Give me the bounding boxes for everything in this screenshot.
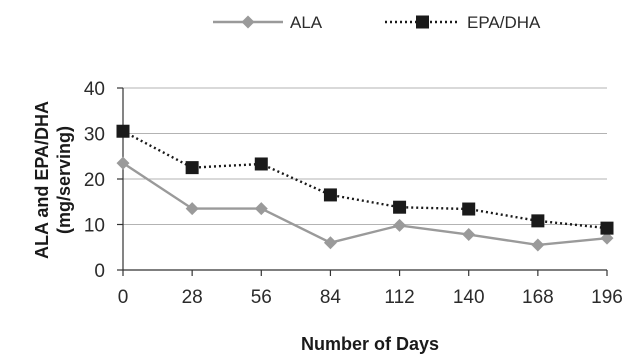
point-ala-168 <box>531 238 545 252</box>
point-epa-dha-168 <box>531 214 545 228</box>
legend-label-epa-dha: EPA/DHA <box>467 13 541 32</box>
series-markers <box>116 124 614 252</box>
x-tick-label-28: 28 <box>182 287 203 308</box>
tick-labels: 0 10 20 30 40 0 28 56 84 112 140 168 196 <box>84 79 623 308</box>
point-epa-dha-84 <box>323 188 337 202</box>
point-epa-dha-112 <box>393 200 407 214</box>
y-tick-label-40: 40 <box>84 79 105 100</box>
series-lines <box>122 130 608 247</box>
point-ala-28 <box>185 202 199 216</box>
y-axis-title-line-2: (mg/serving) <box>54 126 74 234</box>
series-line-ala <box>122 162 608 247</box>
x-tick-label-56: 56 <box>251 287 272 308</box>
legend-item-ala: ALA <box>213 13 323 32</box>
point-epa-dha-140 <box>462 202 476 216</box>
y-tick-label-10: 10 <box>84 216 105 237</box>
x-tick-label-140: 140 <box>453 287 485 308</box>
legend-label-ala: ALA <box>290 13 323 32</box>
x-tick-label-0: 0 <box>118 287 129 308</box>
legend: ALA EPA/DHA <box>213 13 541 32</box>
point-ala-112 <box>393 218 407 232</box>
y-tick-label-20: 20 <box>84 170 105 191</box>
x-axis-title: Number of Days <box>301 334 439 354</box>
x-tick-label-84: 84 <box>320 287 342 308</box>
point-ala-56 <box>254 202 268 216</box>
point-epa-dha-56 <box>254 157 268 171</box>
point-ala-84 <box>323 236 337 250</box>
point-epa-dha-196 <box>600 221 614 235</box>
point-epa-dha-0 <box>116 124 130 138</box>
y-axis-title: ALA and EPA/DHA (mg/serving) <box>32 101 74 259</box>
legend-item-epa-dha: EPA/DHA <box>385 13 541 32</box>
x-tick-label-168: 168 <box>522 287 554 308</box>
x-tick-label-196: 196 <box>591 287 623 308</box>
legend-marker-ala <box>241 15 255 29</box>
y-tick-label-30: 30 <box>84 125 105 146</box>
point-ala-140 <box>462 228 476 242</box>
y-tick-label-0: 0 <box>94 261 105 282</box>
gridlines <box>123 87 607 225</box>
series-line-epa-dha <box>122 130 608 230</box>
point-ala-196 <box>600 231 614 245</box>
axes <box>117 87 608 276</box>
point-ala-0 <box>116 156 130 170</box>
x-tick-label-112: 112 <box>384 287 414 308</box>
point-epa-dha-28 <box>185 161 199 175</box>
y-axis-title-line-1: ALA and EPA/DHA <box>32 101 52 259</box>
legend-marker-epa-dha <box>416 15 429 29</box>
